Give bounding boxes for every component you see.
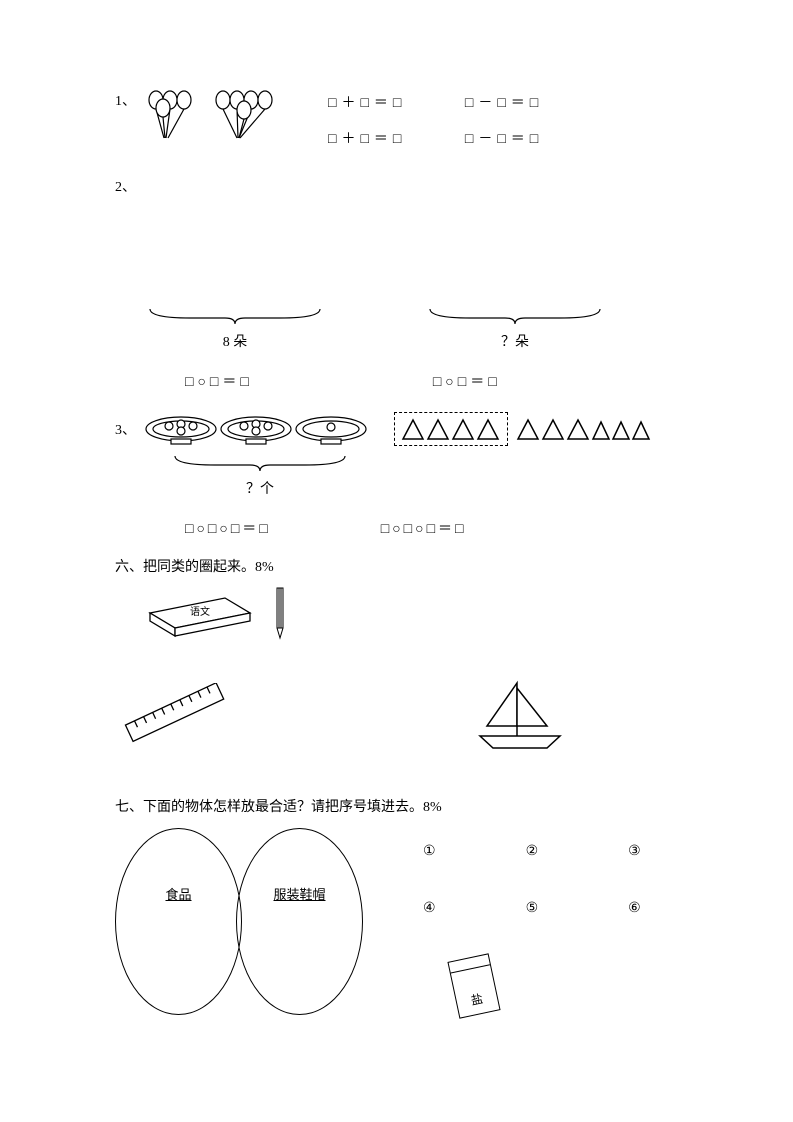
- sailboat-icon: [475, 678, 565, 753]
- triangle-row-icon: [401, 417, 501, 441]
- q3-eq-right: □○□○□＝□: [381, 518, 467, 538]
- plate-4-icon: [144, 409, 219, 449]
- brace-icon: [145, 306, 325, 326]
- nums-row-2: ④ ⑤ ⑥: [423, 900, 641, 917]
- question-2: 2、 8 朵 ？朵 □○□＝□ □○□＝□: [115, 176, 678, 391]
- triangles-loose: [516, 417, 666, 441]
- balloons-4-icon: [144, 90, 199, 145]
- q2-brace1-label: 8 朵: [145, 331, 325, 351]
- num-4: ④: [423, 900, 436, 917]
- oval-clothes-label: 服装鞋帽: [273, 884, 325, 903]
- brace-icon: [425, 306, 605, 326]
- oval-clothes: 服装鞋帽: [236, 828, 363, 1015]
- section-6-items: 语文: [115, 588, 678, 778]
- num-5: ⑤: [526, 900, 539, 917]
- salt-icon: 盐: [447, 953, 500, 1018]
- oval-food: 食品: [115, 828, 242, 1015]
- plate-1-icon: [294, 409, 369, 449]
- num-3: ③: [628, 843, 641, 860]
- balloon-group-1: [144, 90, 199, 150]
- triangles-boxed: [394, 412, 508, 446]
- q2-brace-2: ？朵: [425, 306, 605, 351]
- triangle-row-icon: [516, 417, 666, 441]
- section-6-title: 六、把同类的圈起来。8%: [115, 556, 678, 576]
- q1-eq2: □－□＝□: [465, 96, 543, 111]
- q2-brace-1: 8 朵: [145, 306, 325, 351]
- book-icon: 语文: [140, 588, 260, 643]
- q1-eq1: □＋□＝□: [328, 96, 406, 111]
- section-7-title: 七、下面的物体怎样放最合适？请把序号填进去。8%: [115, 796, 678, 816]
- num-2: ②: [526, 843, 539, 860]
- q1-equations: □＋□＝□ □－□＝□ □＋□＝□ □－□＝□: [328, 90, 543, 162]
- section-7-body: 食品 服装鞋帽 ① ② ③ ④ ⑤ ⑥ 盐: [115, 828, 678, 1015]
- q3-eq-left: □○□○□＝□: [185, 518, 271, 538]
- q3-number: 3、: [115, 419, 136, 439]
- q3-brace: ？个: [170, 453, 350, 498]
- q2-brace2-label: ？朵: [425, 331, 605, 351]
- question-3: 3、 ？个 □○□○□＝□ □○□○□＝□: [115, 409, 678, 538]
- oval-food-label: 食品: [165, 884, 191, 903]
- balloons-5-icon: [211, 90, 276, 145]
- q2-eq-left: □○□＝□: [185, 371, 253, 391]
- pencil-icon: [270, 583, 290, 643]
- q2-eq-right: □○□＝□: [433, 371, 501, 391]
- q3-brace-label: ？个: [170, 478, 350, 498]
- balloon-group-2: [211, 90, 276, 150]
- salt-label: 盐: [469, 990, 484, 1009]
- plate-4-icon: [219, 409, 294, 449]
- q2-number: 2、: [115, 180, 136, 195]
- brace-icon: [170, 453, 350, 473]
- q1-number: 1、: [115, 90, 136, 110]
- ruler-icon: [115, 683, 235, 743]
- question-1: 1、: [115, 90, 678, 162]
- q1-eq3: □＋□＝□: [328, 132, 406, 147]
- num-6: ⑥: [628, 900, 641, 917]
- book-label: 语文: [190, 605, 210, 618]
- nums-row-1: ① ② ③: [423, 843, 641, 860]
- q1-eq4: □－□＝□: [465, 132, 543, 147]
- num-1: ①: [423, 843, 436, 860]
